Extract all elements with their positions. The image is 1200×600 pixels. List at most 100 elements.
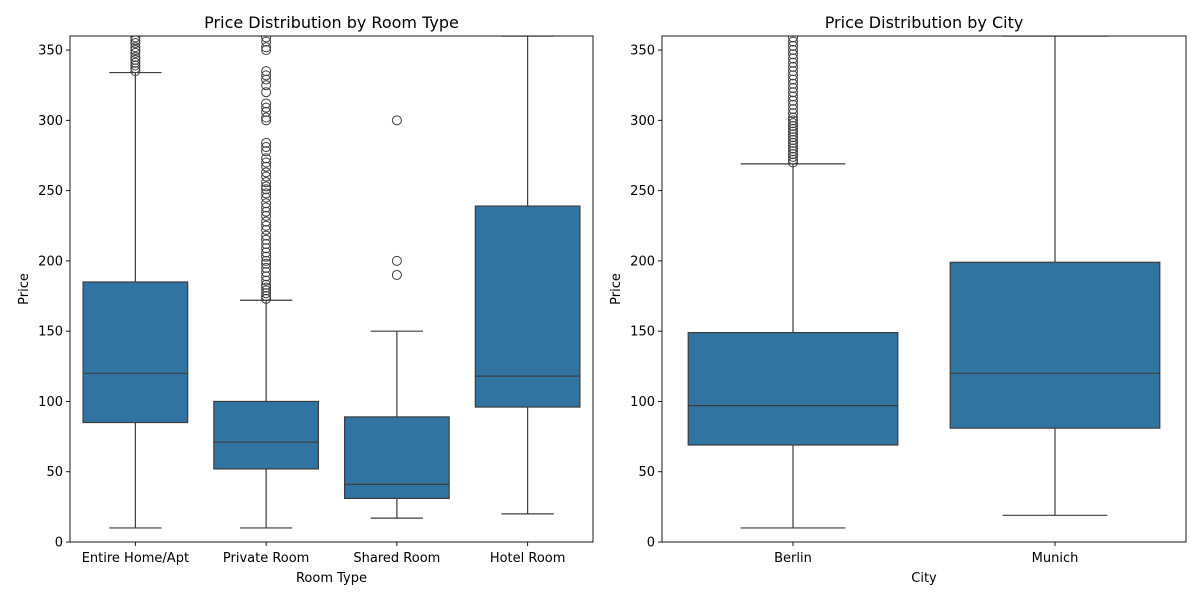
outlier-point xyxy=(788,137,798,148)
outlier-point xyxy=(261,112,272,123)
outlier-point xyxy=(261,251,272,262)
outlier-point xyxy=(261,288,272,299)
outlier-point xyxy=(261,177,272,188)
outlier-point xyxy=(261,70,272,81)
outlier-point xyxy=(788,66,798,77)
outlier-point xyxy=(788,83,798,94)
x-axis-label: Room Type xyxy=(296,571,367,586)
outlier-point xyxy=(261,262,272,273)
outlier-point xyxy=(788,99,798,110)
outlier-point xyxy=(130,38,141,49)
outlier-point xyxy=(261,247,272,258)
outlier-point xyxy=(261,115,272,126)
plot-area xyxy=(82,36,581,529)
axes-frame xyxy=(661,35,1187,543)
outlier-point xyxy=(261,167,272,178)
outlier-point xyxy=(130,36,141,43)
outlier-point xyxy=(261,220,272,231)
y-tick-label: 200 xyxy=(630,254,655,269)
box-group xyxy=(343,115,450,519)
outlier-point xyxy=(261,275,272,286)
chart-title: Price Distribution by City xyxy=(825,13,1024,32)
outlier-point xyxy=(261,153,272,164)
box-iqr xyxy=(82,281,189,424)
outlier-point xyxy=(261,42,272,53)
outlier-point xyxy=(261,80,272,91)
box-group xyxy=(82,36,189,529)
y-tick-label: 0 xyxy=(55,536,63,551)
outlier-point xyxy=(788,78,798,89)
y-tick-label: 300 xyxy=(630,114,655,129)
outlier-point xyxy=(261,279,272,290)
x-axis-label: City xyxy=(911,571,937,586)
axes-frame xyxy=(69,35,594,543)
outlier-point xyxy=(261,102,272,113)
x-tick-label: Shared Room xyxy=(353,551,440,566)
x-tick-label: Hotel Room xyxy=(490,551,566,566)
y-tick-label: 350 xyxy=(38,44,63,59)
outlier-point xyxy=(261,216,272,227)
box-iqr xyxy=(687,331,899,446)
box-group xyxy=(687,36,899,529)
outlier-point xyxy=(788,87,798,98)
y-tick-label: 200 xyxy=(38,254,63,269)
outlier-point xyxy=(261,188,272,199)
outlier-point xyxy=(788,36,798,43)
outlier-point xyxy=(788,49,798,60)
box-group xyxy=(213,36,320,529)
box-group xyxy=(474,36,581,515)
outlier-point xyxy=(261,106,272,117)
outlier-point xyxy=(130,47,141,58)
outlier-point xyxy=(261,258,272,269)
plot-area xyxy=(687,36,1161,529)
chart-title: Price Distribution by Room Type xyxy=(204,13,459,32)
y-tick-label: 250 xyxy=(630,184,655,199)
outlier-point xyxy=(788,135,798,146)
outlier-point xyxy=(261,146,272,157)
box-iqr xyxy=(343,416,450,500)
outlier-point xyxy=(261,181,272,192)
outlier-point xyxy=(391,269,402,280)
outlier-point xyxy=(261,36,272,47)
outlier-point xyxy=(788,118,798,129)
outlier-point xyxy=(788,146,798,157)
outlier-point xyxy=(788,108,798,119)
outlier-point xyxy=(788,45,798,56)
x-tick-label: Private Room xyxy=(223,551,309,566)
outlier-point xyxy=(261,66,272,77)
outlier-point xyxy=(788,154,798,165)
y-tick-label: 350 xyxy=(630,44,655,59)
outlier-point xyxy=(130,36,141,46)
outlier-point xyxy=(788,149,798,160)
outlier-point xyxy=(261,234,272,245)
outlier-point xyxy=(261,255,272,266)
outlier-point xyxy=(788,91,798,102)
outlier-point xyxy=(261,137,272,148)
outlier-point xyxy=(261,271,272,282)
outlier-point xyxy=(261,98,272,109)
outlier-point xyxy=(130,52,141,63)
outlier-point xyxy=(788,126,798,137)
outlier-point xyxy=(261,239,272,250)
outlier-point xyxy=(261,157,272,168)
y-tick-label: 250 xyxy=(38,184,63,199)
y-tick-label: 100 xyxy=(630,395,655,410)
box-iqr xyxy=(213,400,320,470)
outlier-point xyxy=(261,192,272,203)
outlier-point xyxy=(788,143,798,154)
outlier-point xyxy=(788,95,798,106)
outlier-point xyxy=(788,70,798,81)
outlier-point xyxy=(261,142,272,153)
chart-panel-1: 0 50 100 150 200 250 300 350 Entire Home/Apt Priv… xyxy=(17,13,594,586)
y-tick-label: 0 xyxy=(647,536,655,551)
outlier-point xyxy=(261,206,272,217)
outlier-point xyxy=(261,161,272,172)
outlier-point xyxy=(391,115,402,126)
box-iqr xyxy=(474,205,581,408)
outlier-point xyxy=(788,140,798,151)
outlier-point xyxy=(261,243,272,254)
y-tick-label: 50 xyxy=(46,465,63,480)
outlier-point xyxy=(261,224,272,235)
y-tick-label: 300 xyxy=(38,114,63,129)
